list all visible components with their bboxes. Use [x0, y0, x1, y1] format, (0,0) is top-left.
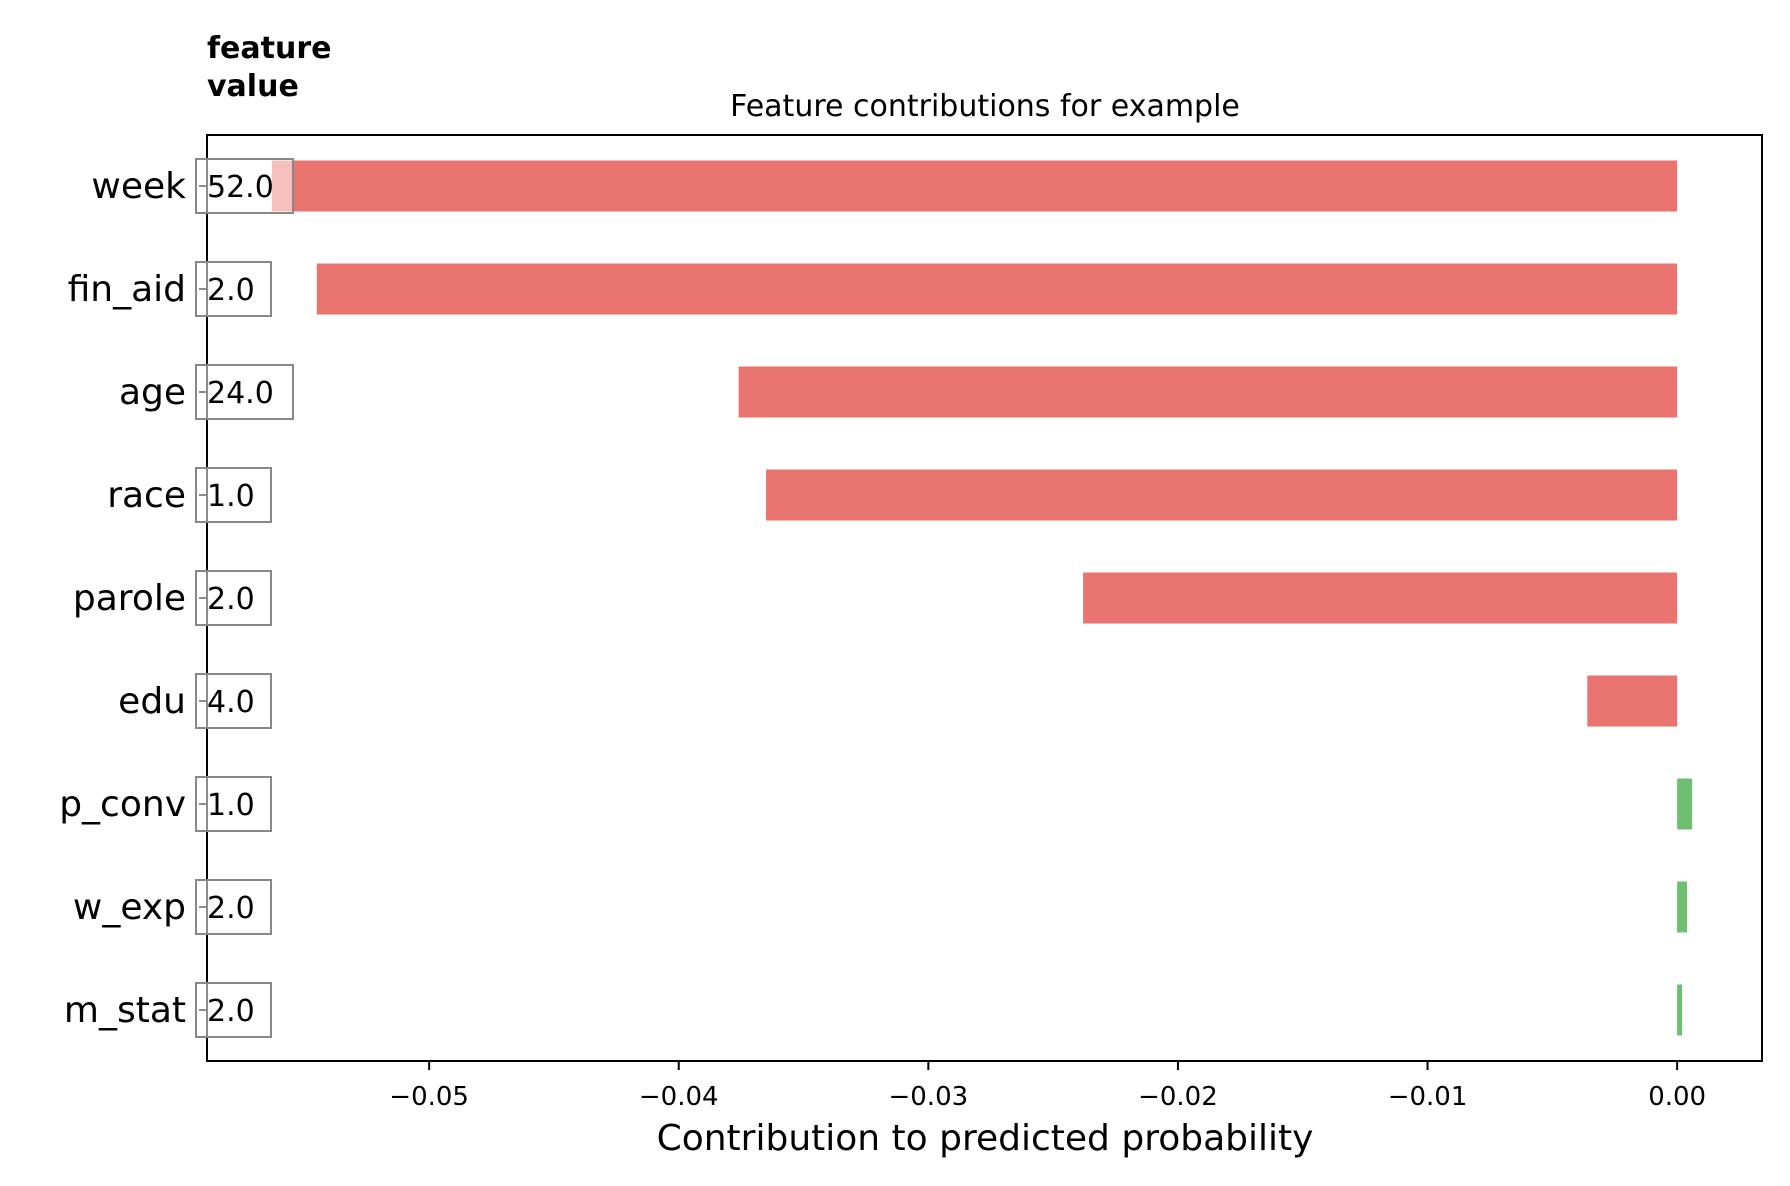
- bars-group: [271, 160, 1693, 1036]
- category-label-age: age: [119, 372, 186, 413]
- x-tick-label: −0.03: [888, 1082, 968, 1112]
- x-tick-label: 0.00: [1648, 1082, 1706, 1112]
- feature-value-header-line2: value: [207, 69, 299, 104]
- feature-value-box-p_conv: [195, 776, 272, 832]
- category-label-w_exp: w_exp: [73, 887, 186, 928]
- category-label-m_stat: m_stat: [64, 990, 186, 1031]
- bar-race: [766, 469, 1678, 521]
- bar-age: [738, 366, 1678, 418]
- feature-value-header-line1: feature: [207, 31, 331, 66]
- x-tick-label: −0.01: [1388, 1082, 1468, 1112]
- category-label-edu: edu: [118, 681, 186, 722]
- feature-value-box-w_exp: [195, 879, 272, 935]
- bar-fin_aid: [316, 263, 1678, 315]
- x-tick-label: −0.05: [389, 1082, 469, 1112]
- x-axis-label: Contribution to predicted probability: [657, 1118, 1314, 1159]
- bar-week: [271, 160, 1678, 212]
- category-label-parole: parole: [73, 578, 186, 619]
- feature-value-race: 1.0: [207, 479, 255, 514]
- x-tick-label: −0.04: [639, 1082, 719, 1112]
- bar-w_exp: [1677, 881, 1688, 933]
- feature-value-fin_aid: 2.0: [207, 273, 255, 308]
- feature-value-edu: 4.0: [207, 685, 255, 720]
- feature-value-box-m_stat: [195, 982, 272, 1038]
- feature-value-age: 24.0: [207, 376, 274, 411]
- feature-value-box-edu: [195, 673, 272, 729]
- feature-value-box-parole: [195, 570, 272, 626]
- chart-title: Feature contributions for example: [730, 89, 1240, 124]
- feature-value-box-race: [195, 467, 272, 523]
- category-label-race: race: [107, 475, 186, 516]
- feature-value-parole: 2.0: [207, 582, 255, 617]
- category-label-week: week: [91, 166, 186, 207]
- feature-value-m_stat: 2.0: [207, 994, 255, 1029]
- bar-p_conv: [1677, 778, 1693, 830]
- bar-edu: [1587, 675, 1678, 727]
- feature-value-boxes: 52.0 2.0 24.0 1.0 2.0 4.0 1.0 2.0 2.0: [195, 158, 294, 1038]
- x-tick-label: −0.02: [1138, 1082, 1218, 1112]
- bar-parole: [1083, 572, 1678, 624]
- bar-m_stat: [1677, 984, 1683, 1036]
- x-axis-ticks: −0.05 −0.04 −0.03 −0.02 −0.01 0.00: [389, 1061, 1706, 1112]
- feature-value-box-fin_aid: [195, 261, 272, 317]
- feature-value-box-week: [195, 158, 294, 214]
- category-label-p_conv: p_conv: [59, 784, 186, 825]
- feature-value-w_exp: 2.0: [207, 891, 255, 926]
- feature-value-p_conv: 1.0: [207, 788, 255, 823]
- feature-value-box-age: [195, 364, 294, 420]
- feature-value-week: 52.0: [207, 170, 274, 205]
- category-label-fin_aid: fin_aid: [68, 269, 186, 310]
